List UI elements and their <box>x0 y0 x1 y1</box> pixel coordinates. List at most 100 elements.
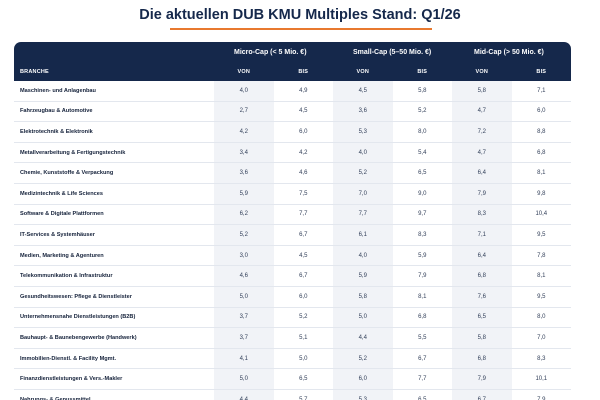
value-bis: 6,7 <box>273 265 334 287</box>
value-bis: 5,8 <box>392 81 453 102</box>
value-von: 4,4 <box>333 327 393 349</box>
row-label: Metallverarbeitung & Fertigungstechnik <box>14 142 214 164</box>
value-bis: 5,7 <box>273 389 334 400</box>
group-header-mid-cap: Mid-Cap (> 50 Mio. €) <box>452 42 571 62</box>
row-label: Nahrungs- & Genussmittel <box>14 389 214 400</box>
value-bis: 7,7 <box>273 204 334 226</box>
value-bis: 4,5 <box>273 245 334 267</box>
table-row: Telekommunikation & Infrastruktur 4,6 6,7 5… <box>14 265 571 287</box>
group-header-row: Micro-Cap (< 5 Mio. €) Small-Cap (5–50 M… <box>14 42 571 62</box>
value-von: 6,4 <box>452 245 512 267</box>
value-bis: 5,9 <box>392 245 453 267</box>
value-von: 7,7 <box>333 204 393 226</box>
value-von: 5,2 <box>333 162 393 184</box>
value-von: 6,2 <box>214 204 274 226</box>
value-bis: 5,2 <box>392 101 453 123</box>
value-von: 5,0 <box>333 307 393 329</box>
row-label: Telekommunikation & Infrastruktur <box>14 265 214 287</box>
row-label: Maschinen- und Anlagenbau <box>14 81 214 102</box>
value-bis: 4,6 <box>273 162 334 184</box>
value-von: 5,3 <box>333 389 393 400</box>
table-row: Maschinen- und Anlagenbau 4,0 4,9 4,5 5,8 5,8… <box>14 81 571 102</box>
value-bis: 7,1 <box>511 81 571 102</box>
value-bis: 6,5 <box>392 162 453 184</box>
column-header-row: BRANCHE VON BIS VON BIS VON BIS <box>14 62 571 81</box>
value-von: 6,5 <box>452 307 512 329</box>
value-von: 5,9 <box>333 265 393 287</box>
table-row: Finanzdienstleistungen & Vers.-Makler 5,0… <box>14 368 571 390</box>
value-von: 3,0 <box>214 245 274 267</box>
value-bis: 6,8 <box>392 307 453 329</box>
column-header-branche: BRANCHE <box>14 62 214 81</box>
row-label: Immobilien-Dienstl. & Facility Mgmt. <box>14 348 214 370</box>
value-von: 3,7 <box>214 307 274 329</box>
value-von: 7,0 <box>333 183 393 205</box>
group-header-small-cap: Small-Cap (5–50 Mio. €) <box>333 42 453 62</box>
value-bis: 9,0 <box>392 183 453 205</box>
value-von: 7,9 <box>452 368 512 390</box>
value-bis: 8,0 <box>511 307 571 329</box>
value-bis: 7,7 <box>392 368 453 390</box>
value-bis: 8,3 <box>392 224 453 246</box>
value-bis: 6,0 <box>511 101 571 123</box>
value-bis: 8,3 <box>511 348 571 370</box>
value-von: 4,0 <box>333 142 393 164</box>
table-body: Maschinen- und Anlagenbau 4,0 4,9 4,5 5,8 5,8… <box>14 81 571 400</box>
value-von: 6,8 <box>452 265 512 287</box>
table-row: Unternehmensnahe Dienstleistungen (B2B) 3… <box>14 307 571 329</box>
value-von: 7,1 <box>452 224 512 246</box>
value-bis: 6,5 <box>392 389 453 400</box>
value-bis: 5,5 <box>392 327 453 349</box>
value-bis: 9,7 <box>392 204 453 226</box>
value-bis: 5,0 <box>273 348 334 370</box>
value-bis: 10,4 <box>511 204 571 226</box>
value-von: 4,7 <box>452 142 512 164</box>
value-von: 3,7 <box>214 327 274 349</box>
value-von: 6,4 <box>452 162 512 184</box>
row-label: Gesundheitswesen: Pflege & Dienstleister <box>14 286 214 308</box>
group-header-micro-cap: Micro-Cap (< 5 Mio. €) <box>214 42 334 62</box>
value-von: 2,7 <box>214 101 274 123</box>
value-bis: 6,0 <box>273 121 334 143</box>
value-bis: 8,1 <box>511 162 571 184</box>
value-bis: 4,9 <box>273 81 334 102</box>
multiples-table-container: Micro-Cap (< 5 Mio. €) Small-Cap (5–50 M… <box>14 42 571 400</box>
value-von: 5,2 <box>214 224 274 246</box>
value-von: 5,0 <box>214 286 274 308</box>
value-von: 5,8 <box>333 286 393 308</box>
value-bis: 6,8 <box>511 142 571 164</box>
value-von: 5,8 <box>452 81 512 102</box>
row-label: Finanzdienstleistungen & Vers.-Makler <box>14 368 214 390</box>
value-bis: 8,0 <box>392 121 453 143</box>
value-von: 6,7 <box>452 389 512 400</box>
value-bis: 8,1 <box>392 286 453 308</box>
value-bis: 4,2 <box>273 142 334 164</box>
table-row: Immobilien-Dienstl. & Facility Mgmt. 4,1 5… <box>14 348 571 370</box>
row-label: Medizintechnik & Life Sciences <box>14 183 214 205</box>
value-bis: 9,5 <box>511 224 571 246</box>
table-row: Software & Digitale Plattformen 6,2 7,7 7,7… <box>14 204 571 226</box>
value-bis: 6,7 <box>273 224 334 246</box>
value-von: 7,2 <box>452 121 512 143</box>
table-row: Elektrotechnik & Elektronik 4,2 6,0 5,3 8,0 7… <box>14 121 571 143</box>
value-bis: 6,7 <box>392 348 453 370</box>
value-bis: 5,1 <box>273 327 334 349</box>
multiples-table: Micro-Cap (< 5 Mio. €) Small-Cap (5–50 M… <box>14 42 571 400</box>
value-bis: 6,0 <box>273 286 334 308</box>
value-bis: 7,5 <box>273 183 334 205</box>
value-bis: 8,1 <box>511 265 571 287</box>
page-title: Die aktuellen DUB KMU Multiples Stand: Q… <box>139 7 461 23</box>
value-bis: 7,9 <box>511 389 571 400</box>
table-row: Medien, Marketing & Agenturen 3,0 4,5 4,0 5,… <box>14 245 571 267</box>
value-von: 4,6 <box>214 265 274 287</box>
value-von: 3,6 <box>333 101 393 123</box>
table-row: Nahrungs- & Genussmittel 4,4 5,7 5,3 6,5 6,7 7… <box>14 389 571 400</box>
value-bis: 9,8 <box>511 183 571 205</box>
value-von: 4,2 <box>214 121 274 143</box>
title-underline <box>170 28 432 30</box>
value-bis: 8,8 <box>511 121 571 143</box>
row-label: Fahrzeugbau & Automotive <box>14 101 214 123</box>
table-row: IT-Services & Systemhäuser 5,2 6,7 6,1 8,3 7,… <box>14 224 571 246</box>
value-von: 7,9 <box>452 183 512 205</box>
